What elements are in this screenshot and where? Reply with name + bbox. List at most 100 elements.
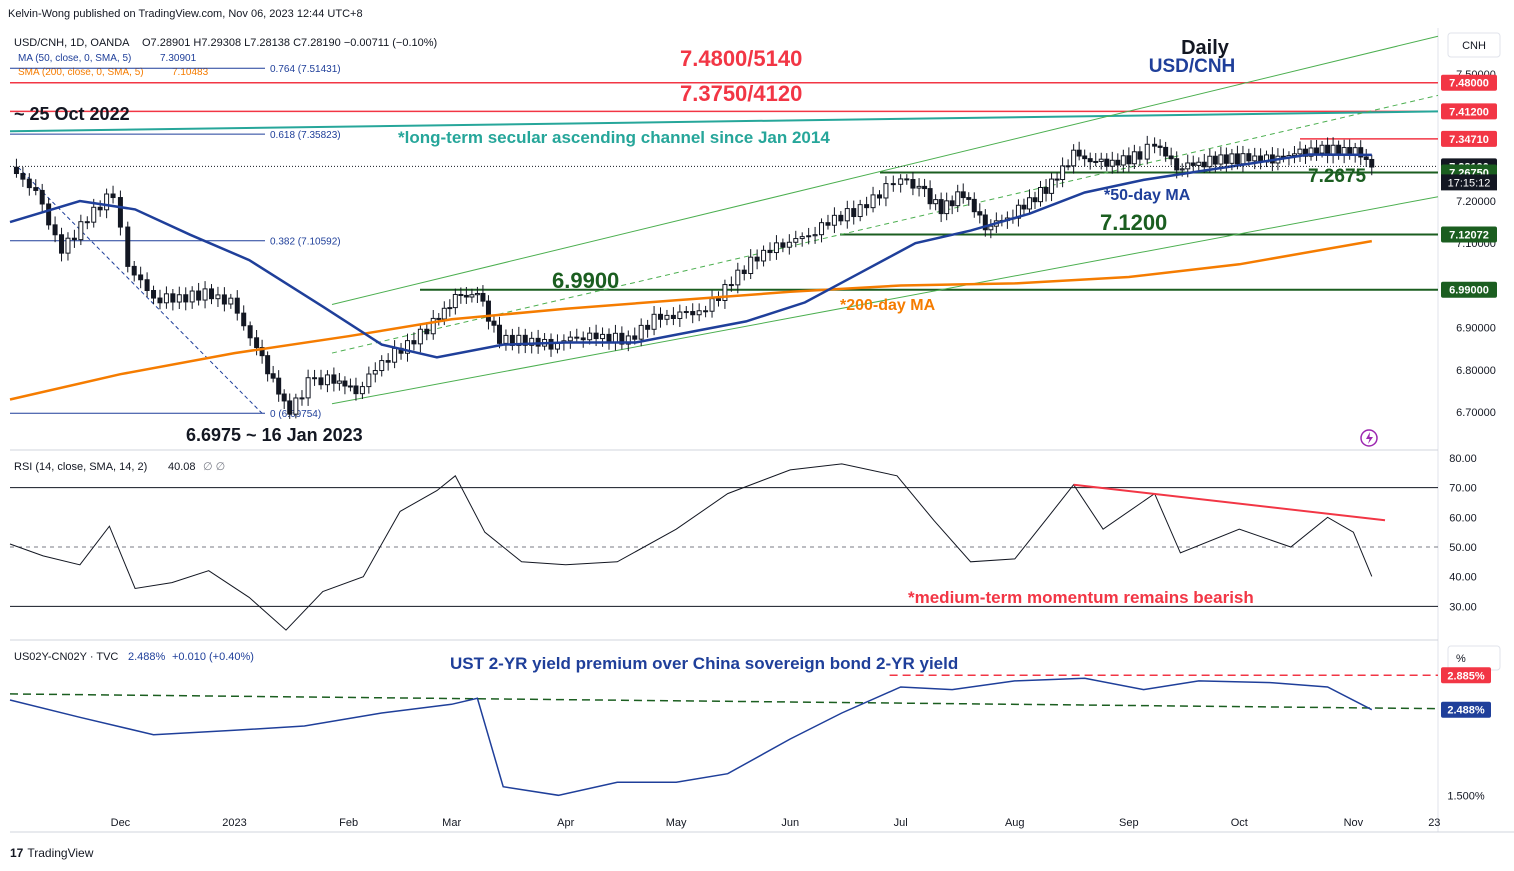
candle-body <box>683 311 689 314</box>
candle-body <box>52 224 58 236</box>
candle-body <box>189 290 195 303</box>
rsi-axis-label: 70.00 <box>1449 483 1477 495</box>
candle-body <box>587 332 593 341</box>
candle-body <box>1168 155 1174 160</box>
rsi-note: *medium-term momentum remains bearish <box>908 588 1254 607</box>
channel-lower <box>331 196 1439 405</box>
title-symbol: USD/CNH <box>1149 56 1236 77</box>
candle-body <box>347 385 353 388</box>
candle-body <box>971 198 977 213</box>
candle-body <box>651 313 657 330</box>
candle-body <box>97 206 103 211</box>
candle-body <box>1363 156 1369 160</box>
candle-body <box>1104 158 1110 167</box>
yield-axis-label: 1.500% <box>1447 790 1485 802</box>
candle-body <box>715 298 721 302</box>
candle-body <box>927 188 933 205</box>
annotation-resistance-2: 7.3750/4120 <box>680 81 802 106</box>
candle-body <box>857 204 863 218</box>
price-axis-label: 7.20000 <box>1456 196 1496 208</box>
candle-body <box>1252 155 1258 162</box>
candle-body <box>33 187 39 191</box>
candle-body <box>870 194 876 209</box>
candle-body <box>703 310 709 313</box>
candle-body <box>366 373 372 388</box>
candle-body <box>144 279 150 291</box>
title-daily: Daily <box>1181 37 1230 59</box>
lightning-icon[interactable] <box>1360 429 1378 447</box>
candle-body <box>254 337 260 349</box>
candle-body <box>982 214 988 231</box>
candle-body <box>1087 158 1093 163</box>
yield-line <box>9 677 1373 797</box>
time-axis-label: Dec <box>111 817 131 829</box>
time-axis-label: Oct <box>1231 817 1248 829</box>
candle-body <box>491 320 497 326</box>
fib-label-1: 0.618 (7.35823) <box>270 130 341 141</box>
candle-body <box>1308 147 1314 157</box>
candle-body <box>1032 197 1038 203</box>
candle-body <box>658 313 664 320</box>
candle-body <box>436 317 442 320</box>
legend-sma200: SMA (200, close, 0, SMA, 5) <box>18 67 144 78</box>
candle-body <box>276 377 282 395</box>
yield-title: UST 2-YR yield premium over China sovere… <box>450 654 958 673</box>
candle-body <box>977 211 983 216</box>
publisher-header: Kelvin-Wong published on TradingView.com… <box>8 8 363 20</box>
candle-body <box>65 237 71 254</box>
price-tag-label-6: 6.99000 <box>1449 285 1489 297</box>
price-tag-6 <box>1441 281 1497 298</box>
annotation-support-2: 7.1200 <box>1100 210 1167 235</box>
annotation-resistance-1: 7.4800/5140 <box>680 46 802 71</box>
rsi-legend: RSI (14, close, SMA, 14, 2) <box>14 461 147 473</box>
candle-body <box>938 199 944 215</box>
yield-pane: 2.885% 2.488% 1.500% <box>9 667 1491 802</box>
time-axis-label: Feb <box>339 817 358 829</box>
candle-body <box>441 307 447 320</box>
candle-body <box>91 206 97 223</box>
candle-body <box>1144 143 1150 160</box>
countdown-label: 17:15:12 <box>1448 177 1491 189</box>
candle-body <box>773 242 779 254</box>
candle-body <box>417 328 423 345</box>
candle-body <box>949 200 955 207</box>
candle-body <box>1223 154 1229 164</box>
candle-body <box>1212 155 1218 165</box>
candle-body <box>392 347 398 363</box>
candle-body <box>1229 153 1235 164</box>
candle-body <box>196 290 202 301</box>
price-tag-label-2: 7.34710 <box>1449 134 1489 146</box>
candle-body <box>767 249 773 254</box>
candle-body <box>151 289 157 299</box>
candle-body <box>632 335 638 340</box>
candle-body <box>234 297 240 314</box>
candle-body <box>331 374 337 384</box>
candle-body <box>342 380 348 387</box>
candle-body <box>1098 158 1104 162</box>
candle-body <box>529 337 535 346</box>
candle-body <box>612 332 618 343</box>
rsi-trendline <box>1073 483 1386 522</box>
candle-body <box>1137 151 1143 160</box>
currency-button[interactable] <box>1447 32 1501 58</box>
fib-label-0: 0.764 (7.51431) <box>270 64 341 75</box>
time-axis-label: Aug <box>1005 817 1025 829</box>
candle-body <box>117 197 123 228</box>
candle-body <box>157 297 163 304</box>
candle-body <box>838 214 844 222</box>
candle-body <box>606 333 612 343</box>
candle-body <box>259 347 265 357</box>
countdown-tag <box>1441 174 1497 191</box>
rsi-value: 40.08 <box>168 461 196 473</box>
candle-body <box>1131 151 1137 165</box>
candle-body <box>1026 197 1032 210</box>
candle-body <box>353 385 359 395</box>
candle-body <box>163 293 169 304</box>
candle-body <box>696 310 702 316</box>
fib-trendline <box>17 166 263 414</box>
rsi-axis-label: 40.00 <box>1449 572 1477 584</box>
candle-body <box>411 340 417 345</box>
yield-legend: US02Y-CN02Y · TVC <box>14 651 118 663</box>
yield-value: 2.488% <box>128 651 166 663</box>
candle-body <box>1369 158 1375 168</box>
